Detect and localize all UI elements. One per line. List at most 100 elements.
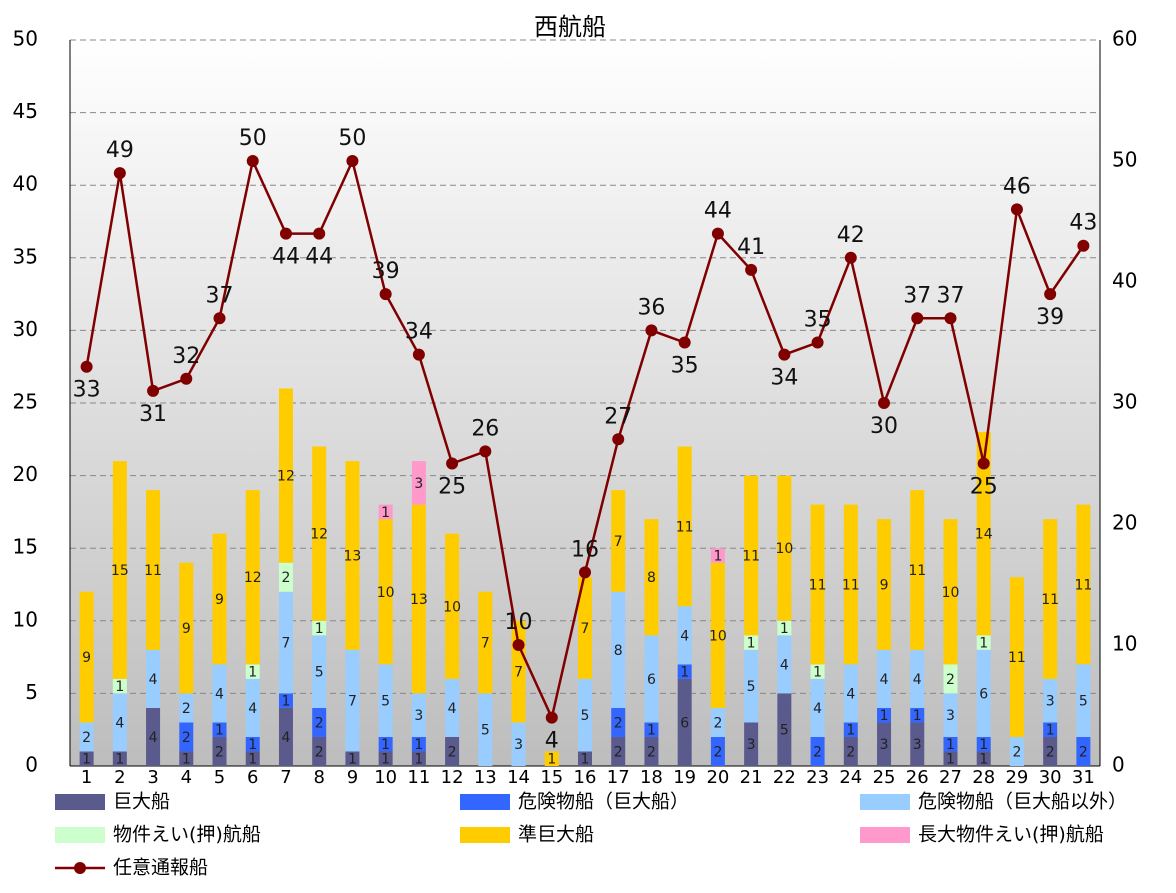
bar-segment	[378, 751, 393, 766]
line-label: 32	[172, 344, 200, 369]
bar-segment	[777, 635, 792, 694]
data-label: 3	[414, 476, 423, 492]
bar-segment	[810, 736, 825, 766]
x-tick-label: 9	[347, 767, 358, 788]
legend-swatch	[55, 827, 105, 843]
y-tick-label: 35	[13, 244, 38, 268]
line-label: 37	[206, 283, 234, 308]
y2-tick-label: 50	[1112, 148, 1137, 172]
bar-segment	[677, 446, 692, 607]
line-point	[811, 336, 824, 349]
legend-swatch	[460, 794, 510, 810]
data-label: 2	[182, 730, 191, 746]
data-label: 4	[448, 701, 457, 717]
data-label: 2	[82, 730, 91, 746]
line-label: 34	[405, 320, 433, 345]
bar-segment	[677, 664, 692, 679]
legend-label: 長大物件えい(押)航船	[918, 824, 1104, 846]
data-label: 3	[1046, 694, 1055, 710]
line-point	[844, 251, 857, 264]
data-label: 2	[614, 715, 623, 731]
x-tick-label: 4	[181, 767, 192, 788]
x-tick-label: 21	[740, 767, 763, 788]
bar-segment	[445, 678, 460, 737]
data-label: 11	[1074, 578, 1092, 594]
data-label: 4	[813, 701, 822, 717]
data-label: 1	[414, 752, 423, 768]
data-label: 2	[946, 672, 955, 688]
y2-tick-label: 40	[1112, 269, 1137, 293]
bar-segment	[378, 519, 393, 665]
bar-segment	[445, 533, 460, 679]
data-label: 5	[780, 723, 789, 739]
bar-segment	[79, 591, 94, 723]
data-label: 9	[215, 592, 224, 608]
data-label: 1	[813, 665, 822, 681]
bar-segment	[179, 562, 194, 694]
line-label: 43	[1069, 211, 1097, 236]
x-tick-label: 3	[147, 767, 158, 788]
line-label: 36	[637, 295, 665, 320]
data-label: 1	[1046, 723, 1055, 739]
y-tick-label: 5	[25, 680, 38, 704]
line-point	[180, 372, 193, 385]
y-tick-label: 30	[13, 317, 38, 341]
bar-segment	[278, 388, 293, 563]
bar-segment	[644, 722, 659, 737]
bar-segment	[411, 461, 426, 505]
x-tick-label: 6	[247, 767, 258, 788]
bar-segment	[976, 751, 991, 766]
y-tick-label: 50	[13, 27, 38, 51]
x-tick-label: 2	[114, 767, 125, 788]
line-point	[313, 227, 326, 240]
legend-swatch	[860, 827, 910, 843]
y-tick-label: 0	[25, 753, 38, 777]
data-label: 2	[315, 715, 324, 731]
data-label: 1	[946, 752, 955, 768]
bar-segment	[578, 577, 592, 679]
bar-segment	[843, 664, 858, 723]
data-label: 8	[647, 570, 656, 586]
data-label: 1	[381, 505, 390, 521]
data-label: 1	[680, 665, 689, 681]
bar-segment	[1009, 577, 1024, 737]
x-tick-label: 16	[574, 767, 597, 788]
data-label: 10	[942, 585, 960, 601]
data-label: 10	[377, 585, 395, 601]
x-tick-label: 8	[313, 767, 324, 788]
line-point	[1044, 288, 1057, 301]
line-label: 39	[1036, 305, 1064, 330]
bar-segment	[1043, 736, 1058, 766]
bar-segment	[1043, 722, 1058, 737]
line-point	[778, 348, 791, 361]
bar-segment	[411, 751, 426, 766]
bar-segment	[212, 664, 227, 723]
line-point	[911, 312, 924, 325]
data-label: 15	[111, 563, 129, 579]
data-label: 9	[880, 578, 889, 594]
data-label: 1	[215, 723, 224, 739]
line-label: 4	[545, 729, 559, 754]
bar-segment	[378, 664, 393, 737]
x-tick-label: 1	[81, 767, 92, 788]
bar-segment	[943, 693, 958, 737]
bar-segment	[611, 707, 626, 737]
bar-segment	[212, 722, 227, 737]
line-point	[379, 288, 392, 301]
data-label: 11	[1008, 650, 1026, 666]
bar-segment	[744, 722, 759, 766]
data-label: 13	[344, 548, 362, 564]
legend-label: 準巨大船	[518, 824, 594, 846]
line-label: 44	[272, 245, 300, 270]
data-label: 4	[282, 730, 291, 746]
data-label: 3	[913, 737, 922, 753]
bar-segment	[1076, 736, 1091, 766]
bar-segment	[710, 562, 725, 708]
data-label: 5	[581, 708, 590, 724]
line-label: 26	[471, 416, 499, 441]
data-label: 7	[514, 665, 523, 681]
data-label: 4	[149, 672, 158, 688]
data-label: 5	[747, 679, 756, 695]
x-tick-label: 5	[214, 767, 225, 788]
data-label: 12	[310, 527, 328, 543]
